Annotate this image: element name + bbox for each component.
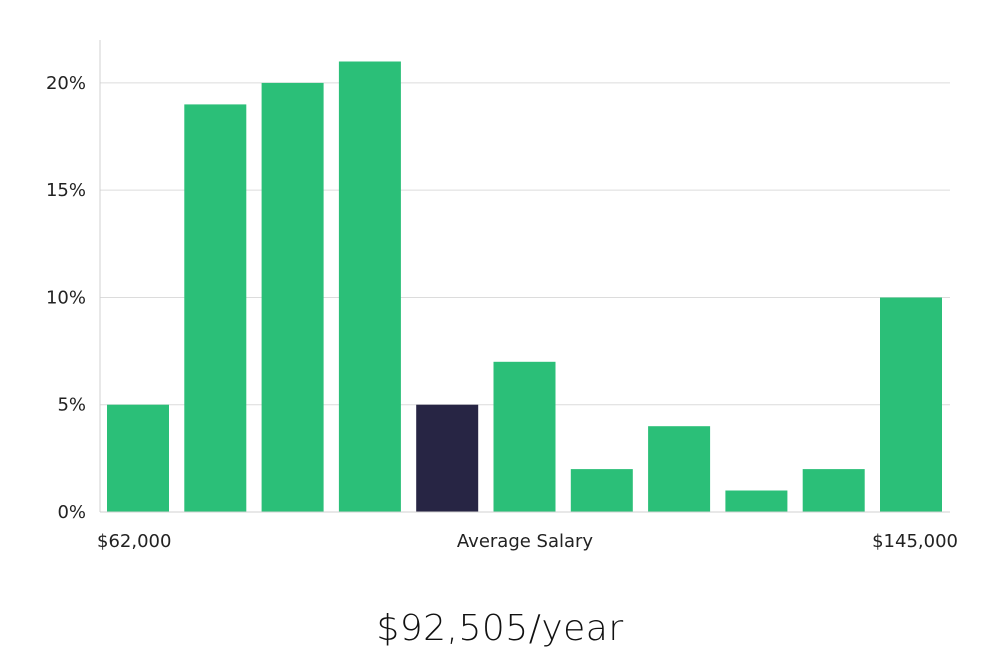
bar: [261, 82, 324, 513]
bar: [107, 404, 169, 512]
y-tick-label: 5%: [57, 395, 86, 416]
average-salary-value: $92,505/year: [376, 608, 624, 649]
bar: [648, 426, 711, 512]
bar-average-salary: [416, 404, 479, 512]
bar: [338, 61, 401, 512]
x-label-average-salary: Average Salary: [457, 531, 594, 552]
y-tick-label: 0%: [57, 502, 86, 523]
bar: [493, 361, 556, 512]
bar: [880, 297, 942, 512]
x-label-min-salary: $62,000: [97, 531, 171, 552]
y-tick-label: 20%: [46, 73, 86, 94]
bar: [802, 469, 865, 512]
bars: [107, 61, 942, 513]
y-axis-tick-labels: 0% 5% 10% 15% 20%: [46, 73, 86, 523]
x-label-max-salary: $145,000: [872, 531, 958, 552]
salary-histogram-chart: 0% 5% 10% 15% 20% $62,000 Average Salary $14…: [46, 40, 958, 552]
bar: [725, 490, 788, 512]
bar: [570, 469, 633, 512]
y-tick-label: 15%: [46, 180, 86, 201]
bar: [184, 104, 247, 513]
y-tick-label: 10%: [46, 287, 86, 308]
